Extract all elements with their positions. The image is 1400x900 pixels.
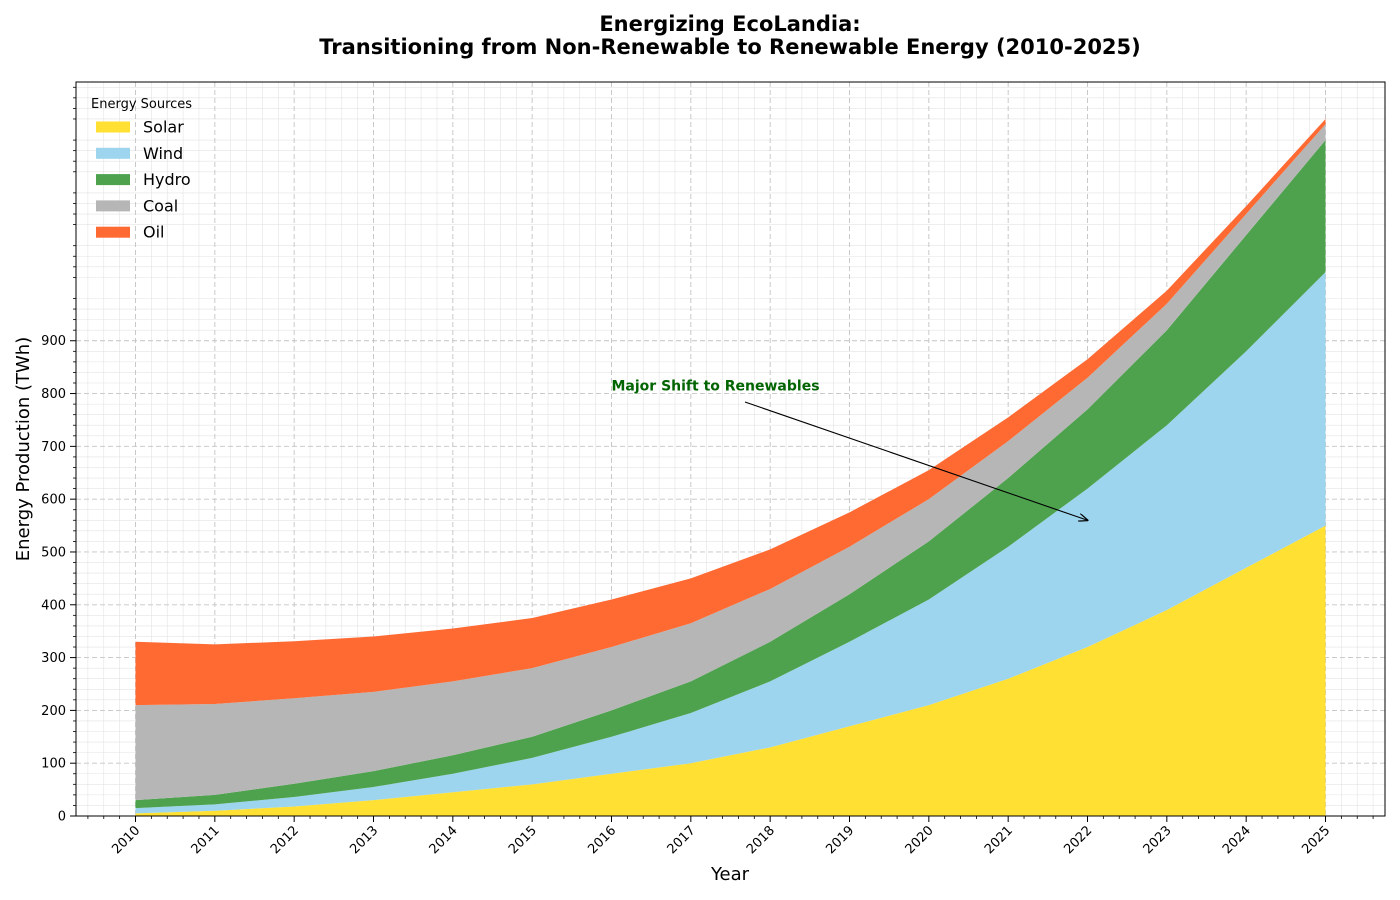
legend-swatch-solar	[96, 121, 130, 133]
area-hydro	[135, 140, 1326, 809]
y-tick-label: 100	[41, 757, 66, 772]
y-tick-label: 500	[41, 545, 66, 560]
y-tick-label: 400	[41, 598, 66, 613]
y-axis-ticks: 0 100 200 300 400 500 600 700 800 900	[41, 86, 76, 825]
legend-label-oil: Oil	[143, 223, 164, 242]
y-tick-label: 700	[41, 440, 66, 455]
legend-swatch-coal	[96, 200, 130, 212]
x-tick-label: 2025	[1299, 823, 1333, 857]
x-axis-label: Year	[710, 864, 750, 885]
area-wind	[135, 272, 1326, 814]
area-solar	[135, 525, 1326, 816]
area-coal	[135, 124, 1326, 801]
x-axis-ticks: 2010 2011 2012 2013 2014 2015 2016 2017 2018 2019…	[87, 816, 1374, 857]
annotation-arrow	[744, 401, 1088, 520]
x-tick-label: 2017	[665, 823, 699, 857]
x-tick-label: 2014	[427, 823, 461, 857]
legend-label-coal: Coal	[143, 196, 178, 215]
chart-title-line1: Energizing EcoLandia:	[599, 12, 860, 36]
x-tick-label: 2019	[823, 823, 857, 857]
area-oil	[135, 118, 1326, 706]
legend-label-wind: Wind	[143, 144, 183, 163]
y-tick-label: 900	[41, 334, 66, 349]
legend-swatch-hydro	[96, 174, 130, 186]
annotation-text: Major Shift to Renewables	[612, 379, 820, 395]
y-tick-label: 800	[41, 387, 66, 402]
legend-label-hydro: Hydro	[143, 170, 191, 189]
plot-frame	[75, 81, 1386, 817]
x-tick-label: 2024	[1220, 823, 1254, 857]
x-tick-label: 2016	[585, 823, 619, 857]
legend-label-solar: Solar	[143, 118, 184, 137]
y-tick-label: 600	[41, 493, 66, 508]
x-tick-label: 2015	[506, 823, 540, 857]
chart-title-line2: Transitioning from Non-Renewable to Rene…	[319, 35, 1141, 59]
y-tick-label: 300	[41, 651, 66, 666]
x-tick-label: 2023	[1141, 823, 1175, 857]
x-tick-label: 2022	[1061, 823, 1095, 857]
y-axis-label: Energy Production (TWh)	[13, 337, 34, 561]
x-tick-label: 2013	[347, 823, 381, 857]
x-tick-label: 2018	[744, 823, 778, 857]
x-tick-label: 2020	[903, 823, 937, 857]
legend-swatch-oil	[96, 226, 130, 238]
x-tick-label: 2010	[109, 823, 143, 857]
area-layers	[135, 118, 1326, 816]
annotation: Major Shift to Renewables	[612, 379, 1088, 521]
x-tick-label: 2021	[982, 823, 1016, 857]
legend: Energy Sources Solar Wind Hydro Coal Oil	[91, 97, 192, 242]
legend-title: Energy Sources	[91, 97, 192, 112]
y-tick-label: 0	[58, 810, 66, 825]
x-tick-label: 2011	[189, 823, 223, 857]
x-tick-label: 2012	[268, 823, 302, 857]
y-tick-label: 200	[41, 704, 66, 719]
legend-swatch-wind	[96, 147, 130, 159]
